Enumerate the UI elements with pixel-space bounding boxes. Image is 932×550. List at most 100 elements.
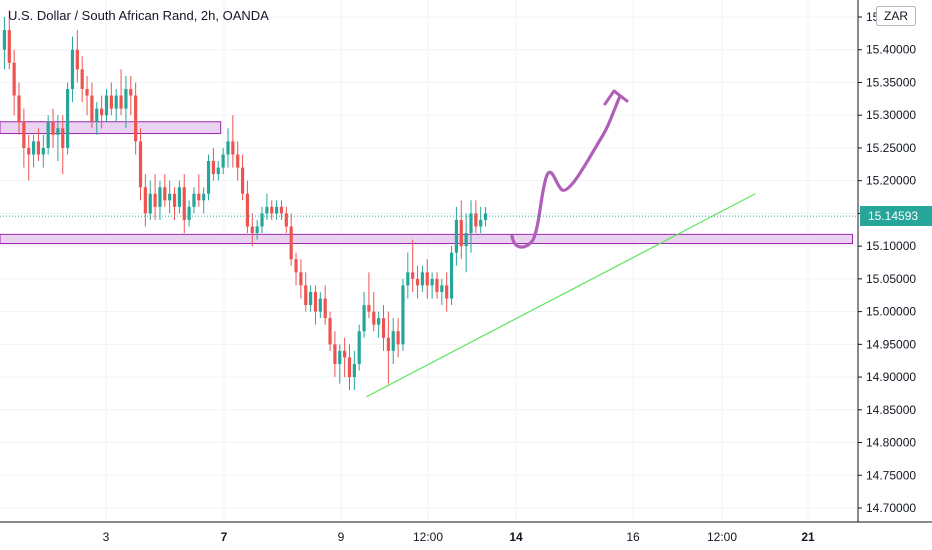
candle-body [270,206,274,214]
candle-body [343,350,347,358]
candle [143,174,147,227]
candle-body [279,206,284,214]
candle-body [202,193,206,201]
candle [279,200,284,220]
candle [367,272,371,319]
candle [270,200,274,220]
trendline [366,193,756,398]
candle-body [51,121,55,135]
candle-body [95,108,99,122]
candle-body [479,219,483,227]
candle [309,285,313,312]
candle-body [12,62,16,96]
support-resistance-zones [0,121,853,245]
candle-body [284,213,288,227]
candle-body [138,141,143,188]
candle [304,272,308,312]
candle-body [143,187,147,214]
candle [2,17,7,70]
candle [90,82,94,129]
candle [313,285,318,325]
candle [109,82,113,116]
candle-body [31,141,36,155]
candle-body [377,318,381,325]
candle [289,213,293,266]
candle [260,206,264,234]
candle [85,75,89,116]
candle-body [231,141,235,155]
candle-body [119,95,123,109]
candle-body [192,193,196,207]
candle [66,82,70,155]
candle-body [114,95,118,109]
candle-body [255,226,259,234]
price-tick-label: 15.40000 [866,43,916,57]
candle [255,219,259,240]
price-axis[interactable]: 15.4500015.4000015.3500015.3000015.25000… [857,0,916,522]
candle [391,318,395,364]
candle [231,115,235,168]
candle [318,291,322,319]
time-tick-label: 14 [509,530,523,544]
candle [114,89,118,122]
price-tick-label: 15.25000 [866,141,916,155]
time-tick-label: 3 [103,530,110,544]
candle-body [168,193,172,201]
candle-body [260,213,264,227]
candle-body [435,278,439,292]
candle-body [406,272,410,286]
candle-body [411,272,415,279]
candle [347,344,352,391]
candle [454,206,459,266]
candle [221,147,225,175]
candle [36,128,41,162]
candle [474,200,478,234]
price-tick-label: 15.10000 [866,239,916,253]
time-tick-label: 7 [221,530,228,544]
candle [425,259,429,299]
candle [22,108,26,168]
price-tick-label: 14.70000 [866,501,916,515]
candle-body [323,298,327,319]
chart-grid [0,0,858,522]
candle [299,259,303,299]
price-tick-label: 14.90000 [866,370,916,384]
candle [274,200,279,220]
candle-body [391,331,395,351]
candle [124,75,128,129]
price-tick-label: 15.30000 [866,108,916,122]
time-axis[interactable]: 3 7 9 12:00 14 16 12:00 21 [0,521,932,544]
candle-body [61,128,65,148]
candle-body [36,141,41,155]
candle [70,36,75,103]
candle [357,324,361,371]
candle-body [445,285,449,299]
currency-button[interactable]: ZAR [876,6,916,26]
time-tick-label: 21 [801,530,815,544]
candle-body [172,193,177,207]
candle-body [245,193,250,227]
candle [51,108,55,148]
candle [129,75,133,116]
candle-body [148,193,152,214]
candle [265,193,269,220]
candle [430,272,434,299]
candle [12,49,16,116]
candle [372,291,376,332]
candle-body [17,95,21,122]
candle [168,180,172,214]
zone-rectangle [0,233,853,245]
last-price-label: 15.14593 [860,206,932,226]
candle [7,10,11,70]
candle [411,239,415,292]
candle [362,291,366,338]
candle-body [289,226,293,260]
candle [104,89,109,122]
candle-body [100,108,104,116]
candle [406,252,410,299]
candle [31,134,36,168]
candle-body [309,291,313,306]
candle [435,272,439,299]
candle [148,180,152,220]
